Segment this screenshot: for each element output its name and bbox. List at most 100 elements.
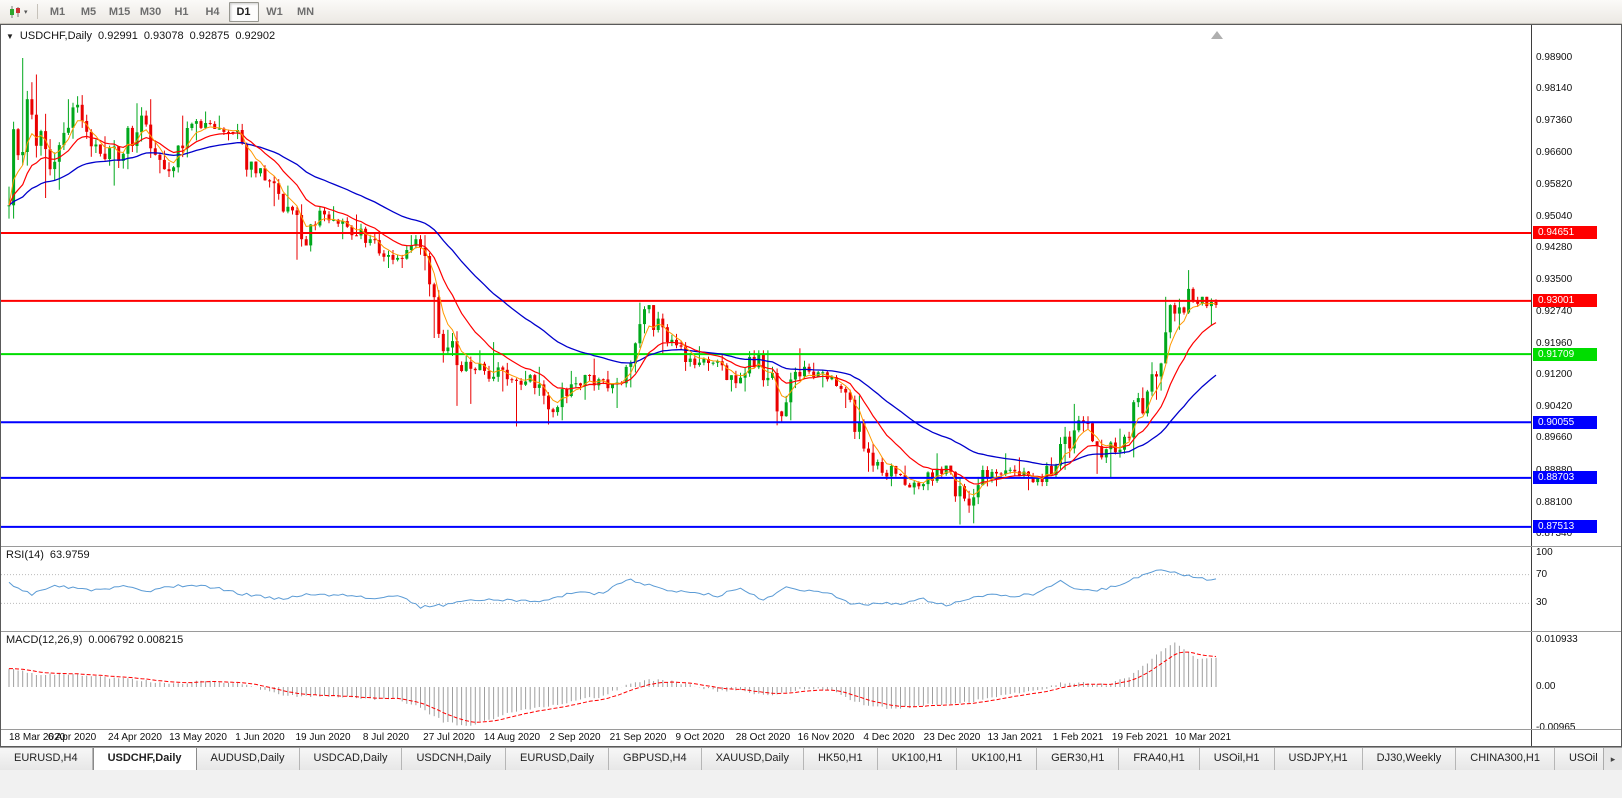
chart-tab-dj30-weekly[interactable]: DJ30,Weekly (1362, 748, 1457, 770)
macd-scale-tick: 0.00 (1536, 681, 1556, 692)
date-tick: 6 Apr 2020 (47, 732, 97, 743)
date-tick: 21 Sep 2020 (609, 732, 667, 743)
price-tick: 0.94280 (1536, 242, 1573, 254)
timeframe-button-h1[interactable]: H1 (174, 5, 189, 18)
price-tick: 0.90420 (1536, 401, 1573, 413)
high-value: 0.93078 (143, 30, 184, 42)
chart-tab-eurusd-daily[interactable]: EURUSD,Daily (506, 748, 610, 770)
price-tick: 0.98900 (1536, 52, 1573, 63)
chart-tab-hk50-h1[interactable]: HK50,H1 (803, 748, 878, 770)
chart-tab-ger30-h1[interactable]: GER30,H1 (1037, 748, 1120, 770)
price-level-badge: 0.90055 (1533, 415, 1597, 429)
price-level-badge: 0.94651 (1533, 226, 1597, 240)
price-tick: 0.88100 (1536, 496, 1573, 508)
price-scale[interactable]: 0.98900 0.98140 0.97360 0.96600 0.95820 0.950… (1531, 25, 1621, 746)
chart-tab-uk100-h1[interactable]: UK100,H1 (957, 748, 1038, 770)
rsi-line (8, 569, 1217, 609)
price-tick: 0.96600 (1536, 146, 1573, 158)
price-tick: 0.93500 (1536, 274, 1573, 286)
price-tick: 0.87340 (1536, 527, 1573, 539)
date-tick: 19 Feb 2021 (1111, 732, 1169, 743)
chart-tab-eurusd-h4[interactable]: EURUSD,H4 (0, 748, 93, 770)
timeframe-button-mn[interactable]: MN (296, 5, 315, 18)
date-tick: 19 Jun 2020 (295, 732, 351, 743)
timeframe-buttons: M1 M5 M15 M30 H1 H4 D1 W1 MN (43, 1, 321, 22)
chart-tab-xauusd-daily[interactable]: XAUUSD,Daily (701, 748, 804, 770)
date-tick: 9 Oct 2020 (675, 732, 725, 743)
rsi-scale-tick: 70 (1536, 568, 1548, 580)
ma-slow-line (8, 141, 1217, 466)
price-level-badge: 0.87513 (1533, 520, 1597, 534)
close-value: 0.92902 (235, 30, 276, 42)
macd-scale-tick: 0.010933 (1536, 633, 1578, 645)
price-level-badge: 0.91709 (1533, 347, 1597, 361)
date-tick: 8 Jul 2020 (362, 732, 410, 743)
chart-tabs: EURUSD,H4 USDCHF,Daily AUDUSD,Daily USDCAD,… (0, 748, 1622, 770)
chart-window: ▼ USDCHF,Daily 0.92991 0.93078 0.92875 0… (0, 24, 1622, 747)
chart-tab-usoil-h1[interactable]: USOil,H1 (1199, 748, 1275, 770)
rsi-indicator-name: RSI(14) (6, 549, 44, 561)
chart-tab-usdchf-daily[interactable]: USDCHF,Daily (92, 748, 197, 770)
chart-shift-marker-icon (1211, 31, 1223, 39)
macd-signal-line (8, 651, 1217, 723)
macd-histogram (8, 642, 1217, 726)
chart-type-button[interactable]: ▾ (4, 3, 32, 21)
price-level-badge: 0.88703 (1533, 471, 1597, 485)
chart-tab-audusd-daily[interactable]: AUDUSD,Daily (196, 748, 300, 770)
timeframe-button-m30[interactable]: M30 (139, 5, 162, 18)
dropdown-caret-icon: ▾ (24, 8, 28, 16)
date-tick: 1 Jun 2020 (235, 732, 285, 743)
symbol-label: USDCHF,Daily (19, 30, 93, 42)
timeframe-button-m1[interactable]: M1 (49, 5, 66, 18)
timeframe-button-m5[interactable]: M5 (80, 5, 97, 18)
chart-tab-usdcnh-daily[interactable]: USDCNH,Daily (402, 748, 507, 770)
rsi-current-value: 63.9759 (49, 549, 90, 561)
chart-tab-usdcad-daily[interactable]: USDCAD,Daily (299, 748, 403, 770)
timeframe-button-h4[interactable]: H4 (205, 5, 220, 18)
panel-separator-rsi-macd[interactable] (1, 631, 1621, 632)
macd-current-values: 0.006792 0.008215 (88, 634, 184, 646)
macd-indicator-name: MACD(12,26,9) (6, 634, 83, 646)
panel-separator-main-rsi[interactable] (1, 546, 1621, 547)
chart-tab-uk100-h1[interactable]: UK100,H1 (877, 748, 958, 770)
timeframe-button-w1[interactable]: W1 (266, 5, 283, 18)
macd-title: MACD(12,26,9) 0.006792 0.008215 (6, 634, 183, 646)
price-tick: 0.95820 (1536, 178, 1573, 190)
chart-tab-gbpusd-h4[interactable]: GBPUSD,H4 (609, 748, 702, 770)
chart-header: ▼ USDCHF,Daily 0.92991 0.93078 0.92875 0… (6, 30, 275, 42)
open-value: 0.92991 (98, 30, 138, 42)
status-strip (0, 770, 1622, 798)
date-tick: 10 Mar 2021 (1174, 732, 1232, 743)
price-tick: 0.98140 (1536, 83, 1573, 95)
price-tick: 0.92740 (1536, 305, 1573, 317)
chart-canvas[interactable] (1, 25, 1531, 746)
date-tick: 2 Sep 2020 (549, 732, 601, 743)
timeframe-button-m15[interactable]: M15 (108, 5, 131, 18)
chart-tab-usdjpy-h1[interactable]: USDJPY,H1 (1274, 748, 1363, 770)
date-tick: 24 Apr 2020 (108, 732, 162, 743)
timeframe-button-d1[interactable]: D1 (228, 1, 259, 22)
tabs-scroll-right-button[interactable]: ▸ (1603, 748, 1622, 770)
rsi-title: RSI(14) 63.9759 (6, 549, 90, 561)
candlesticks (7, 58, 1218, 525)
panel-separator-macd-dates (1, 729, 1621, 730)
low-value: 0.92875 (189, 30, 230, 42)
price-tick: 0.95040 (1536, 210, 1573, 222)
rsi-scale-tick: 30 (1536, 597, 1548, 609)
price-tick: 0.88880 (1536, 464, 1573, 476)
date-tick: 16 Nov 2020 (797, 732, 855, 743)
date-tick: 18 Mar 2020 (9, 732, 66, 743)
date-tick: 13 May 2020 (169, 732, 227, 743)
ma-mid-line (8, 132, 1217, 485)
ohlc-marker-icon: ▼ (6, 31, 14, 41)
ma-fast-line (8, 120, 1217, 496)
toolbar-separator (36, 4, 38, 19)
date-tick: 14 Aug 2020 (483, 732, 541, 743)
chart-tab-fra40-h1[interactable]: FRA40,H1 (1119, 748, 1200, 770)
toolbar: ▾ M1 M5 M15 M30 H1 H4 D1 W1 MN (0, 0, 1622, 24)
chart-tab-china300-h1[interactable]: CHINA300,H1 (1456, 748, 1555, 770)
candlestick-chart-icon (10, 5, 20, 18)
price-level-badge: 0.93001 (1533, 294, 1597, 308)
chart-area[interactable]: ▼ USDCHF,Daily 0.92991 0.93078 0.92875 0… (1, 25, 1531, 746)
